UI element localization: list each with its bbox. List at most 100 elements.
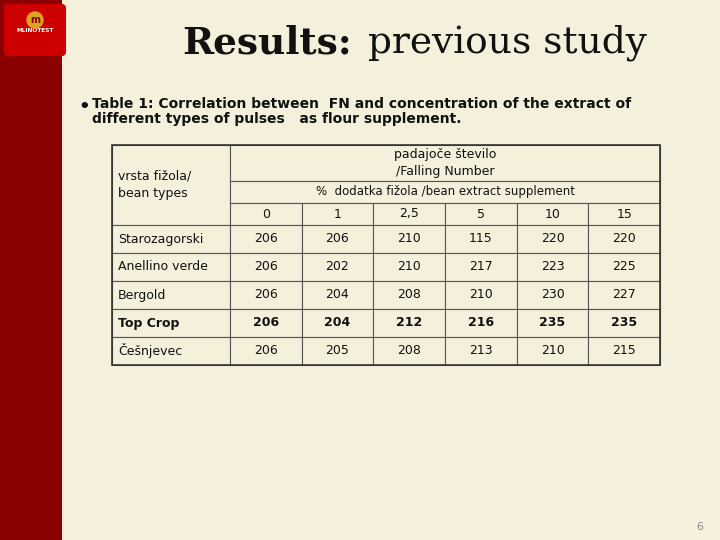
Text: 206: 206	[325, 233, 349, 246]
Text: 15: 15	[616, 207, 632, 220]
Bar	[374, 225, 445, 253]
Bar	[230, 253, 302, 281]
Bar	[302, 309, 374, 337]
Bar	[112, 225, 230, 253]
Text: 6: 6	[696, 522, 703, 532]
Bar	[588, 253, 660, 281]
Text: 0: 0	[262, 207, 270, 220]
Text: 213: 213	[469, 345, 492, 357]
Bar	[230, 337, 302, 365]
Bar	[230, 181, 660, 203]
Text: Results:: Results:	[182, 24, 352, 62]
Bar	[445, 309, 517, 337]
Text: 115: 115	[469, 233, 492, 246]
Text: 202: 202	[325, 260, 349, 273]
Bar	[230, 281, 302, 309]
Circle shape	[27, 12, 43, 28]
Text: 235: 235	[611, 316, 637, 329]
Text: 206: 206	[254, 233, 278, 246]
Text: previous study: previous study	[356, 25, 647, 61]
Text: 2,5: 2,5	[399, 207, 419, 220]
Text: 206: 206	[254, 288, 278, 301]
Text: 208: 208	[397, 288, 421, 301]
Text: 215: 215	[612, 345, 636, 357]
Bar	[374, 309, 445, 337]
Bar	[302, 203, 374, 225]
Bar	[0, 0, 62, 540]
Text: 1: 1	[333, 207, 341, 220]
Bar	[230, 309, 302, 337]
Text: %  dodatka fižola /bean extract supplement: % dodatka fižola /bean extract supplemen…	[315, 186, 575, 199]
Text: 220: 220	[541, 233, 564, 246]
Bar	[112, 145, 660, 365]
Text: 220: 220	[612, 233, 636, 246]
Text: MLINOTEST: MLINOTEST	[17, 28, 54, 32]
Bar	[302, 225, 374, 253]
Bar	[374, 281, 445, 309]
Text: 210: 210	[541, 345, 564, 357]
Bar	[445, 253, 517, 281]
Bar	[112, 309, 230, 337]
Bar	[445, 225, 517, 253]
Bar	[112, 253, 230, 281]
Text: 206: 206	[254, 260, 278, 273]
Bar	[588, 203, 660, 225]
Bar	[230, 225, 302, 253]
Bar	[517, 281, 588, 309]
Bar	[517, 253, 588, 281]
Text: different types of pulses   as flour supplement.: different types of pulses as flour suppl…	[92, 112, 462, 126]
Bar	[517, 203, 588, 225]
Bar	[374, 253, 445, 281]
Bar	[517, 309, 588, 337]
Bar	[302, 337, 374, 365]
Bar	[230, 203, 302, 225]
Text: 216: 216	[468, 316, 494, 329]
Text: 223: 223	[541, 260, 564, 273]
Text: 5: 5	[477, 207, 485, 220]
Text: m: m	[30, 15, 40, 25]
Bar	[588, 337, 660, 365]
Text: 230: 230	[541, 288, 564, 301]
Text: 206: 206	[254, 345, 278, 357]
Bar	[112, 337, 230, 365]
Bar	[374, 203, 445, 225]
Text: Top Crop: Top Crop	[118, 316, 179, 329]
Text: Bergold: Bergold	[118, 288, 166, 301]
Text: 205: 205	[325, 345, 349, 357]
Bar	[588, 281, 660, 309]
Text: Anellino verde: Anellino verde	[118, 260, 208, 273]
Bar	[445, 281, 517, 309]
Text: 210: 210	[397, 260, 421, 273]
Bar	[588, 225, 660, 253]
Text: Table 1: Correlation between  FN and concentration of the extract of: Table 1: Correlation between FN and conc…	[92, 97, 631, 111]
Bar	[374, 337, 445, 365]
Text: 235: 235	[539, 316, 566, 329]
Text: 204: 204	[325, 316, 351, 329]
Text: 206: 206	[253, 316, 279, 329]
Bar	[588, 309, 660, 337]
Text: 225: 225	[612, 260, 636, 273]
Text: 212: 212	[396, 316, 423, 329]
Text: 227: 227	[612, 288, 636, 301]
Bar	[445, 203, 517, 225]
Bar	[302, 281, 374, 309]
Bar	[517, 225, 588, 253]
Bar	[445, 337, 517, 365]
Bar	[517, 337, 588, 365]
Text: 217: 217	[469, 260, 492, 273]
Bar	[112, 281, 230, 309]
Text: vrsta fižola/
bean types: vrsta fižola/ bean types	[118, 170, 192, 200]
FancyBboxPatch shape	[5, 5, 65, 55]
Text: 204: 204	[325, 288, 349, 301]
Text: 210: 210	[397, 233, 421, 246]
Text: 10: 10	[544, 207, 560, 220]
Text: Češnjevec: Češnjevec	[118, 343, 182, 359]
Bar	[112, 145, 230, 225]
Text: padajoče število
/Falling Number: padajoče število /Falling Number	[394, 148, 496, 178]
Text: 208: 208	[397, 345, 421, 357]
Bar	[302, 253, 374, 281]
Bar	[230, 145, 660, 181]
Text: 210: 210	[469, 288, 492, 301]
Text: •: •	[78, 98, 89, 116]
Text: Starozagorski: Starozagorski	[118, 233, 203, 246]
